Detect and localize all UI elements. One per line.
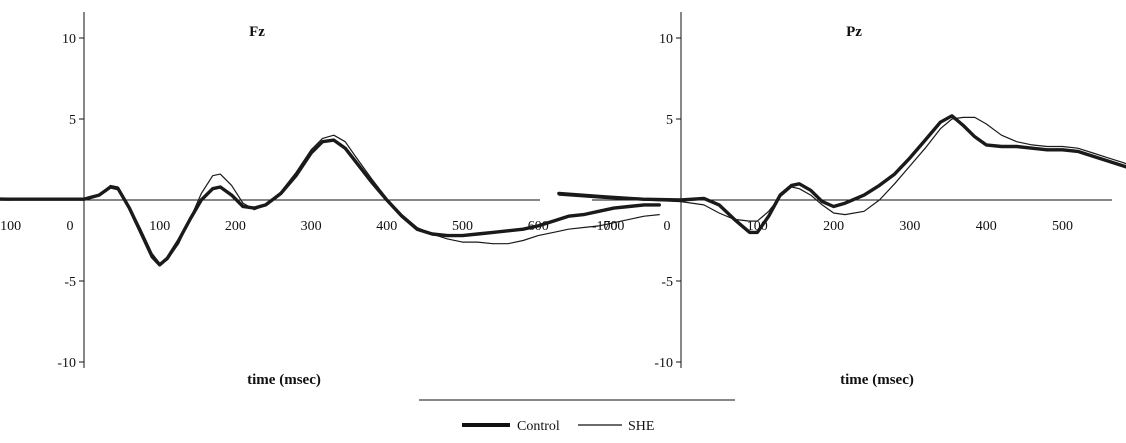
pz-x-axis-label: time (msec) [840,372,914,388]
fz-series-control [0,138,661,267]
legend: Control SHE [419,399,735,434]
legend-label-control: Control [517,419,560,434]
pz-y-tick-label: 10 [659,32,673,47]
pz-x-tick-label: 300 [899,219,920,234]
legend-label-she: SHE [628,419,654,434]
pz-x-tick-label: 200 [823,219,844,234]
fz-title: Fz [249,24,265,40]
pz-x-tick-label: 0 [664,219,671,234]
pz-title: Pz [846,24,862,40]
pz-x-tick-label: 500 [1052,219,1073,234]
fz-y-tick-label: -5 [64,275,76,290]
fz-y-tick-label: 5 [69,113,76,128]
pz-y-tick-label: 5 [666,113,673,128]
pz-y-tick-label: -5 [661,275,673,290]
fz-x-tick-label: 400 [376,219,397,234]
fz-x-tick-label: -100 [0,219,21,234]
fz-panel: Fz time (msec) -10 -5 5 10 -100 0 100 200 300 400… [0,12,661,388]
fz-x-tick-label: 700 [603,219,624,234]
pz-x-tick-label: -100 [592,219,618,234]
fz-x-tick-label: 100 [149,219,170,234]
fz-x-tick-label: 500 [452,219,473,234]
pz-series-control [557,114,1126,235]
fz-x-tick-label: 0 [67,219,74,234]
fz-y-tick-label: 10 [62,32,76,47]
fz-series-she [0,134,660,264]
pz-y-tick-label: -10 [654,356,673,371]
fz-y-tick-label: -10 [57,356,76,371]
fz-x-tick-label: 200 [225,219,246,234]
fz-x-tick-label: 300 [301,219,322,234]
fz-x-axis-label: time (msec) [247,372,321,388]
pz-x-tick-label: 400 [976,219,997,234]
pz-series-she [558,116,1126,222]
